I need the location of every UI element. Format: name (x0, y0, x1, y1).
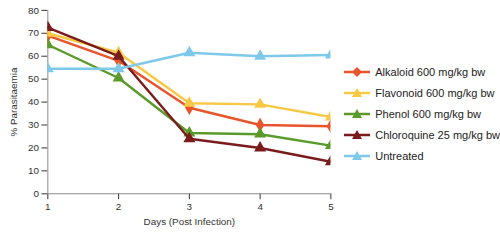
svg-text:10: 10 (28, 165, 39, 176)
html-text:Chloroquine 25 mg/kg bw: Chloroquine 25 mg/kg bw (375, 129, 500, 142)
svg-text:1: 1 (45, 201, 50, 212)
svg-text:Days (Post Infection): Days (Post Infection) (144, 216, 236, 227)
svg-text:0: 0 (33, 188, 39, 199)
svg-text:20: 20 (28, 142, 39, 153)
html-text:Phenol 600 mg/kg bw: Phenol 600 mg/kg bw (375, 108, 481, 121)
svg-text:70: 70 (28, 27, 39, 38)
svg-text:5: 5 (328, 201, 334, 212)
html-text:Untreated: Untreated (375, 150, 424, 163)
svg-text:40: 40 (28, 96, 39, 107)
html-text:Alkaloid 600 mg/kg bw: Alkaloid 600 mg/kg bw (375, 66, 486, 79)
svg-text:3: 3 (187, 201, 193, 212)
svg-text:4: 4 (257, 201, 263, 212)
svg-text:% Parasitaemia: % Parasitaemia (8, 67, 19, 137)
svg-text:80: 80 (28, 5, 39, 16)
svg-text:50: 50 (28, 73, 39, 84)
svg-text:60: 60 (28, 50, 39, 61)
html-text:Flavonoid 600 mg/kg bw: Flavonoid 600 mg/kg bw (375, 87, 495, 100)
svg-text:2: 2 (116, 201, 121, 212)
svg-text:30: 30 (28, 119, 39, 130)
